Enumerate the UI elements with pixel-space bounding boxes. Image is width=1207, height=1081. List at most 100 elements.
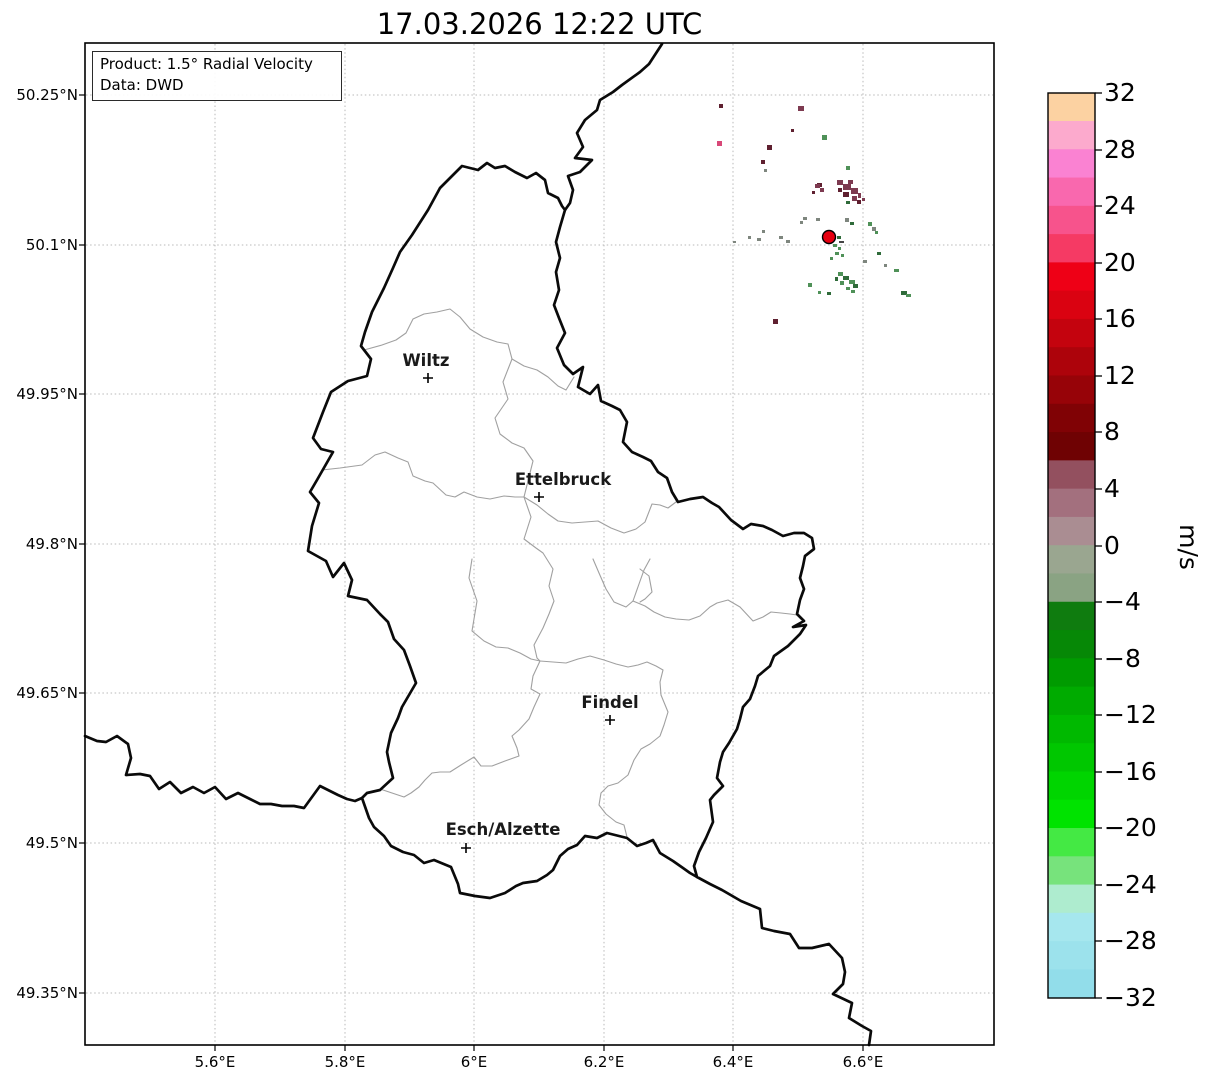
radar-echo-speck (843, 192, 849, 197)
colorbar-unit-label: m/s (1174, 524, 1204, 570)
colorbar-segment (1048, 884, 1095, 914)
y-tick-label: 49.8°N (25, 535, 78, 553)
y-tick-label: 49.5°N (25, 834, 78, 852)
product-line: Product: 1.5° Radial Velocity (100, 55, 313, 73)
radar-echo-speck (822, 135, 827, 140)
product-info-box: Product: 1.5° Radial Velocity Data: DWD (92, 51, 342, 101)
radar-echo-speck (719, 104, 723, 108)
radar-echo-speck (767, 145, 772, 150)
radar-echo-speck (815, 184, 820, 188)
colorbar-segment (1048, 403, 1095, 433)
radar-echo-speck (877, 252, 881, 255)
radar-echo-speck (786, 240, 790, 243)
colorbar-tick-label: −12 (1104, 700, 1157, 729)
radar-echo-speck (808, 283, 812, 287)
colorbar-segment (1048, 347, 1095, 377)
radar-echo-speck (858, 193, 861, 198)
radar-echo-speck (837, 180, 843, 185)
radar-echo-speck (862, 198, 865, 201)
radar-echo-speck (851, 290, 855, 293)
radar-echo-speck (849, 280, 855, 284)
colorbar-tick-label: −4 (1104, 587, 1141, 616)
radar-echo-speck (827, 292, 831, 295)
colorbar-segment (1048, 488, 1095, 518)
colorbar-segment (1048, 573, 1095, 603)
colorbar-tick-label: 16 (1104, 304, 1136, 333)
colorbar-segment (1048, 969, 1095, 999)
city-marker (534, 492, 544, 502)
district-border (639, 568, 653, 603)
x-tick-label: 5.6°E (194, 1053, 236, 1071)
radar-echo-speck (875, 231, 878, 234)
colorbar-segment (1048, 120, 1095, 150)
radar-echo-speck (851, 188, 858, 194)
radar-echo-speck (894, 269, 899, 272)
colorbar-segment (1048, 799, 1095, 829)
x-tick-label: 6°E (460, 1053, 488, 1071)
radar-echo-speck (820, 188, 824, 192)
y-tick-label: 50.1°N (25, 236, 78, 254)
colorbar-segment (1048, 630, 1095, 659)
city-label: Wiltz (402, 351, 450, 370)
radar-echo-speck (901, 291, 907, 295)
x-tick-label: 6.6°E (842, 1053, 884, 1071)
city-marker (423, 373, 433, 383)
colorbar-segment (1048, 234, 1095, 263)
colorbar-segment (1048, 516, 1095, 546)
radar-echo-speck (764, 169, 767, 172)
radar-echo-speck (798, 106, 804, 111)
radar-echo-speck (773, 319, 778, 324)
district-border (523, 496, 677, 534)
colorbar-tick-label: −8 (1104, 644, 1141, 673)
colorbar-tick-label: −20 (1104, 813, 1157, 842)
colorbar-segment (1048, 743, 1095, 773)
radar-echo-speck (846, 201, 850, 204)
district-border (379, 660, 541, 798)
city-marker (461, 843, 471, 853)
colorbar-segment (1048, 92, 1095, 122)
colorbar-tick-label: −16 (1104, 757, 1157, 786)
colorbar-tick-label: −32 (1104, 983, 1157, 1012)
radar-echo-speck (840, 281, 844, 285)
radar-echo-speck (884, 264, 887, 267)
radar-echo-speck (837, 236, 841, 239)
city-label: Ettelbruck (514, 470, 612, 489)
radar-echo-speck (841, 254, 844, 257)
radar-echo-speck (748, 236, 751, 239)
radar-echo-speck (843, 276, 849, 280)
radar-echo-speck (791, 129, 794, 132)
radar-echo-speck (779, 236, 783, 239)
y-tick-label: 49.95°N (16, 385, 78, 403)
radar-echo-speck (830, 257, 833, 260)
y-tick-label: 49.65°N (16, 684, 78, 702)
radar-echo-speck (757, 238, 761, 241)
colorbar-segment (1048, 856, 1095, 886)
country-border-luxembourg_west (306, 161, 699, 900)
colorbar-segment (1048, 318, 1095, 348)
district-border (468, 558, 541, 662)
colorbar-segment (1048, 177, 1095, 207)
colorbar-tick-label: 32 (1104, 78, 1136, 107)
colorbar-segment (1048, 149, 1095, 179)
radar-echo-speck (845, 218, 849, 222)
radar-echo-speck (857, 200, 861, 204)
colorbar-segment (1048, 262, 1095, 292)
colorbar-tick-label: 24 (1104, 191, 1136, 220)
radar-echo-speck (800, 221, 803, 224)
radar-echo-speck (846, 287, 850, 290)
data-source-line: Data: DWD (100, 76, 184, 94)
radar-echo-speck (872, 227, 876, 231)
radar-echo-speck (838, 188, 842, 192)
radar-echo-speck (843, 184, 851, 190)
radar-echo-speck (803, 217, 807, 220)
colorbar-tick-label: −28 (1104, 926, 1157, 955)
colorbar-tick-label: 0 (1104, 531, 1120, 560)
colorbar-segment (1048, 658, 1095, 688)
colorbar-segment (1048, 601, 1095, 631)
radar-echo-speck (838, 247, 841, 250)
district-border (539, 655, 664, 671)
radar-echo-speck (853, 284, 858, 288)
colorbar-segment (1048, 290, 1095, 320)
colorbar-segment (1048, 686, 1095, 716)
